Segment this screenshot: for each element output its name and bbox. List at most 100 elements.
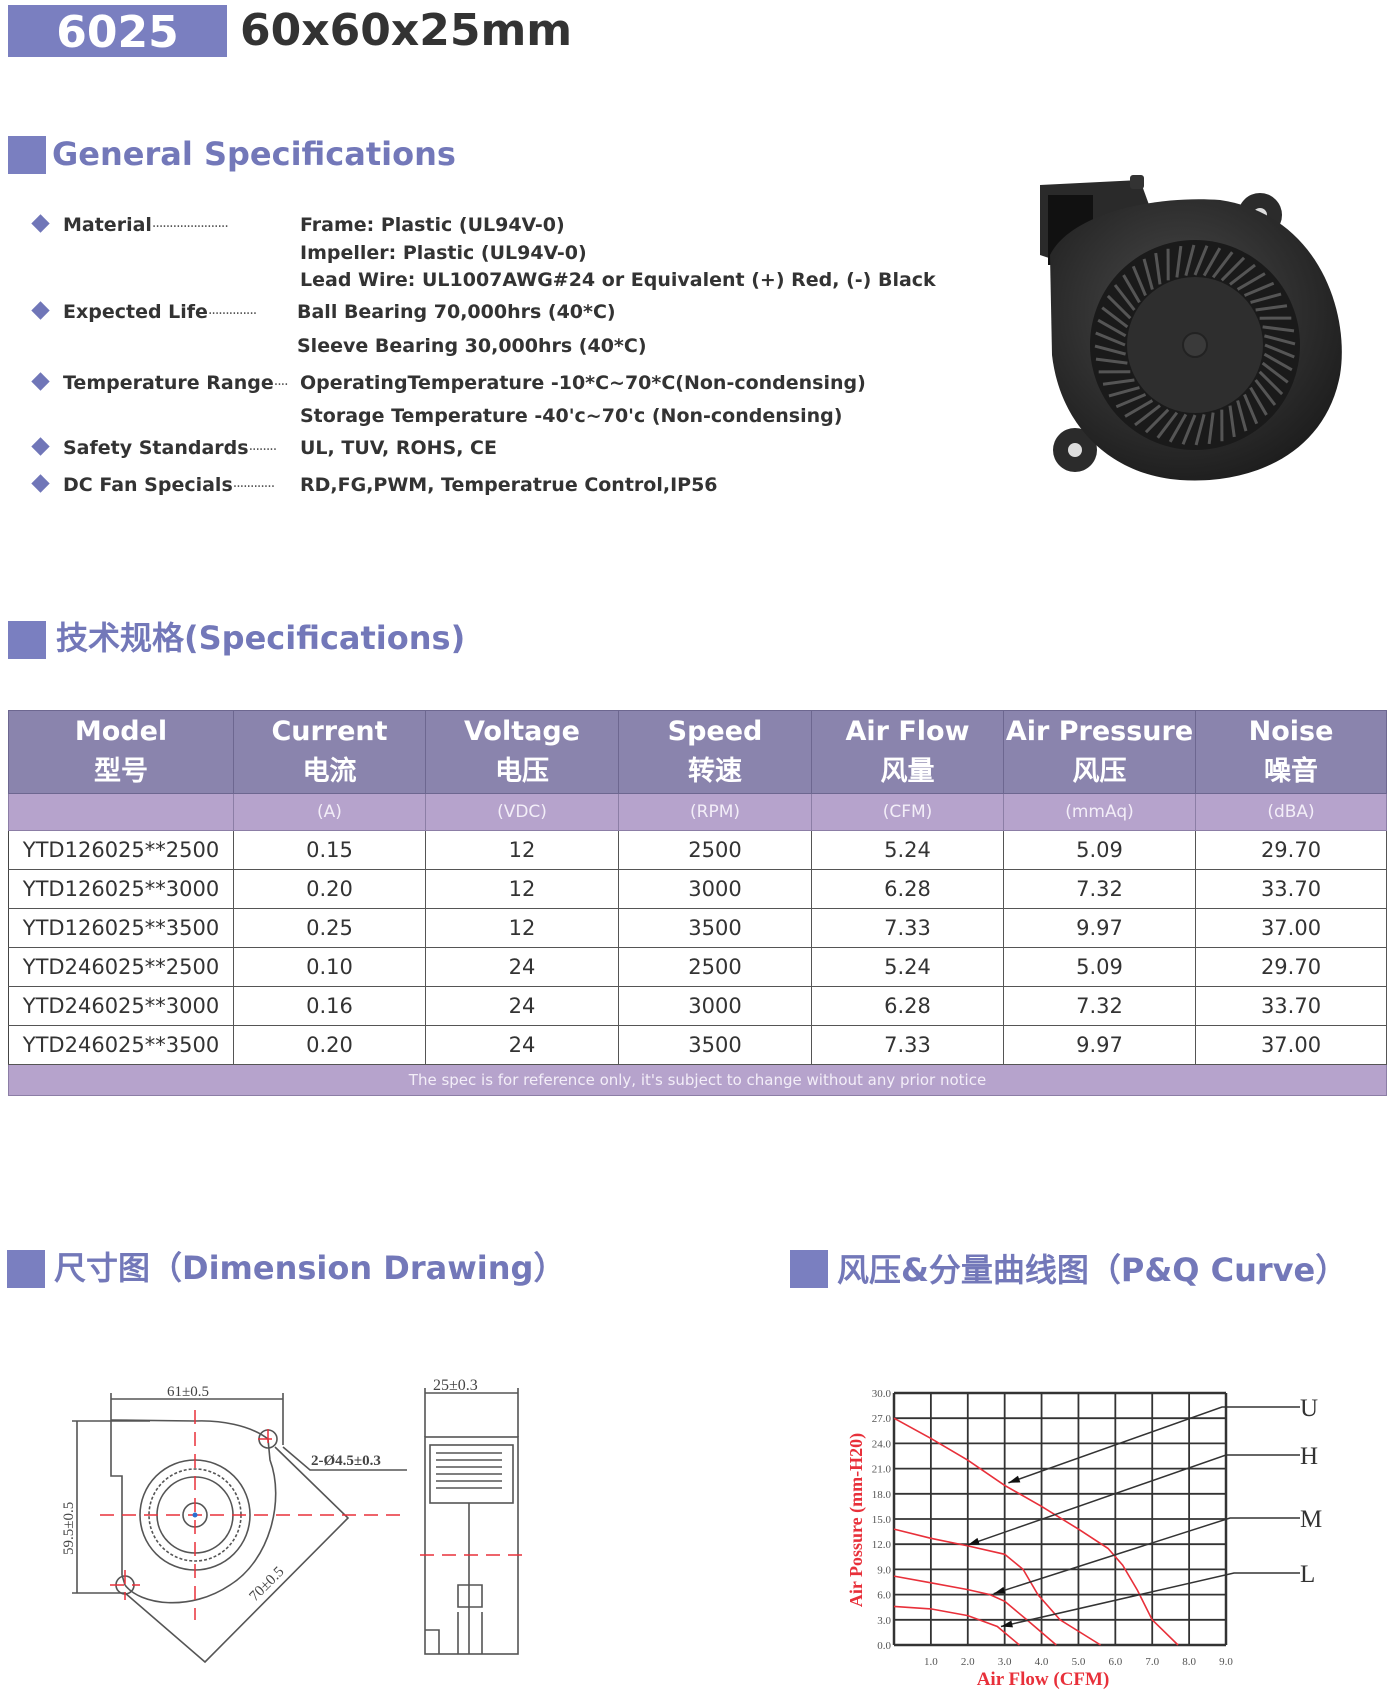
x-tick-label: 5.0 (1072, 1656, 1086, 1668)
diamond-bullet-icon (31, 301, 50, 320)
x-tick-label: 8.0 (1182, 1656, 1196, 1668)
table-cell: 37.00 (1195, 908, 1387, 948)
pq-curve-chart: UH M L 1.0 2.0 3.0 4.0 5.0 6.0 7.0 8.0 9.0 0.0 3.0 6.… (846, 1388, 1322, 1690)
leader-dots: ············ (232, 479, 275, 495)
spec-item: DC Fan Specials············ (31, 474, 275, 496)
y-axis-label: Air Possure (mm-H20) (846, 1433, 867, 1607)
column-header: Voltage 电压 (425, 710, 619, 794)
impeller-blade (1258, 370, 1284, 396)
y-tick-label: 24.0 (872, 1438, 892, 1450)
table-cell: 24 (425, 986, 619, 1026)
impeller-blade (1095, 357, 1128, 365)
impeller-blade (1254, 379, 1277, 406)
table-cell: 3000 (618, 869, 812, 909)
impeller-blade (1095, 331, 1126, 347)
spec-item: Safety Standards········ (31, 437, 277, 459)
diamond-bullet-icon (31, 474, 50, 493)
impeller-blade (1106, 294, 1132, 320)
impeller-blade (1263, 352, 1293, 372)
impeller-blade (1261, 361, 1289, 384)
fan-photo (1040, 175, 1342, 481)
impeller-blade (1229, 263, 1256, 286)
impeller-blade (1097, 318, 1127, 338)
impeller-blade (1243, 393, 1259, 425)
x-tick-label: 2.0 (961, 1656, 975, 1668)
curve-pointer-line (993, 1517, 1300, 1595)
impeller-blade (1131, 265, 1147, 297)
table-cell: 6.28 (811, 986, 1004, 1026)
impeller-blade (1202, 247, 1222, 277)
table-row: YTD126025**3500 0.25 12 3500 7.33 9.97 37.00 (8, 908, 1387, 948)
y-tick-label: 6.0 (877, 1590, 891, 1602)
table-cell: 7.33 (811, 908, 1004, 948)
impeller-blade (1113, 284, 1136, 311)
spec-label: Temperature Range (63, 372, 274, 394)
curve-pointer-line (1000, 1572, 1300, 1628)
impeller-blade (1124, 399, 1154, 418)
section-marker (790, 1250, 828, 1288)
curve-L (893, 1605, 1020, 1646)
impeller-blade (1211, 251, 1234, 279)
column-header-en: Speed (667, 716, 763, 747)
table-cell: 12 (425, 869, 619, 909)
table-cell: 29.70 (1195, 830, 1387, 870)
column-header: Model 型号 (8, 710, 234, 794)
depth-dimension-label: 25±0.3 (433, 1377, 478, 1394)
unit-cell (8, 793, 234, 831)
column-header-zh: 转速 (688, 756, 742, 787)
section-marker (8, 136, 46, 174)
table-cell: 0.20 (233, 869, 426, 909)
column-header-zh: 风量 (880, 756, 935, 787)
impeller-blade (1193, 245, 1209, 276)
column-header-en: Current (271, 716, 388, 747)
table-cell: 0.16 (233, 986, 426, 1026)
general-specs-title: General Specifications (52, 135, 456, 173)
table-cell: 5.24 (811, 830, 1004, 870)
table-cell: YTD246025**3000 (8, 986, 234, 1026)
column-header-zh: 电流 (302, 756, 357, 787)
impeller-blade (1122, 274, 1141, 304)
table-cell: 37.00 (1195, 1025, 1387, 1065)
column-header: Air Flow 风量 (811, 710, 1004, 794)
impeller-blade (1184, 244, 1196, 276)
section-marker (7, 1250, 45, 1288)
diamond-bullet-icon (31, 437, 50, 456)
arrowhead-icon (967, 1537, 980, 1546)
impeller-blade (1142, 258, 1154, 290)
table-row: YTD126025**2500 0.15 12 2500 5.24 5.09 29.70 (8, 830, 1387, 870)
column-header-en: Model (74, 716, 168, 747)
spec-value: RD,FG,PWM, Temperatrue Control,IP56 (300, 474, 718, 496)
y-tick-label: 30.0 (872, 1388, 892, 1400)
unit-cell: (mmAq) (1003, 793, 1196, 831)
table-cell: 29.70 (1195, 947, 1387, 987)
y-tick-label: 0.0 (877, 1640, 891, 1652)
table-cell: 2500 (618, 947, 812, 987)
curve-label: U (1300, 1395, 1318, 1422)
spec-value: OperatingTemperature -10*C~70*C(Non-cond… (300, 372, 866, 394)
table-cell: 6.28 (811, 869, 1004, 909)
impeller-blade (1168, 413, 1188, 443)
table-cell: 33.70 (1195, 986, 1387, 1026)
spec-value: Ball Bearing 70,000hrs (40*C) (297, 301, 616, 323)
impeller-blade (1255, 304, 1288, 312)
spec-value: Storage Temperature -40'c~70'c (Non-cond… (300, 405, 843, 427)
spec-value: Impeller: Plastic (UL94V-0) (300, 242, 587, 264)
x-tick-label: 1.0 (924, 1656, 938, 1668)
impeller-blade (1108, 386, 1140, 398)
y-tick-label: 21.0 (872, 1464, 892, 1476)
x-tick-label: 9.0 (1219, 1656, 1233, 1668)
table-cell: 3500 (618, 908, 812, 948)
impeller-blade (1264, 334, 1296, 346)
width-dimension-label: 61±0.5 (167, 1384, 209, 1400)
spec-item: Temperature Range···· (31, 372, 289, 394)
table-cell: 24 (425, 947, 619, 987)
y-tick-label: 15.0 (872, 1514, 892, 1526)
column-header: Current 电流 (233, 710, 426, 794)
impeller-blade (1220, 256, 1246, 282)
table-cell: 12 (425, 830, 619, 870)
table-cell: 0.15 (233, 830, 426, 870)
curve-label: L (1300, 1561, 1315, 1588)
spec-value: UL, TUV, ROHS, CE (300, 437, 497, 459)
impeller-blade (1101, 306, 1129, 329)
impeller-blade (1250, 292, 1282, 304)
